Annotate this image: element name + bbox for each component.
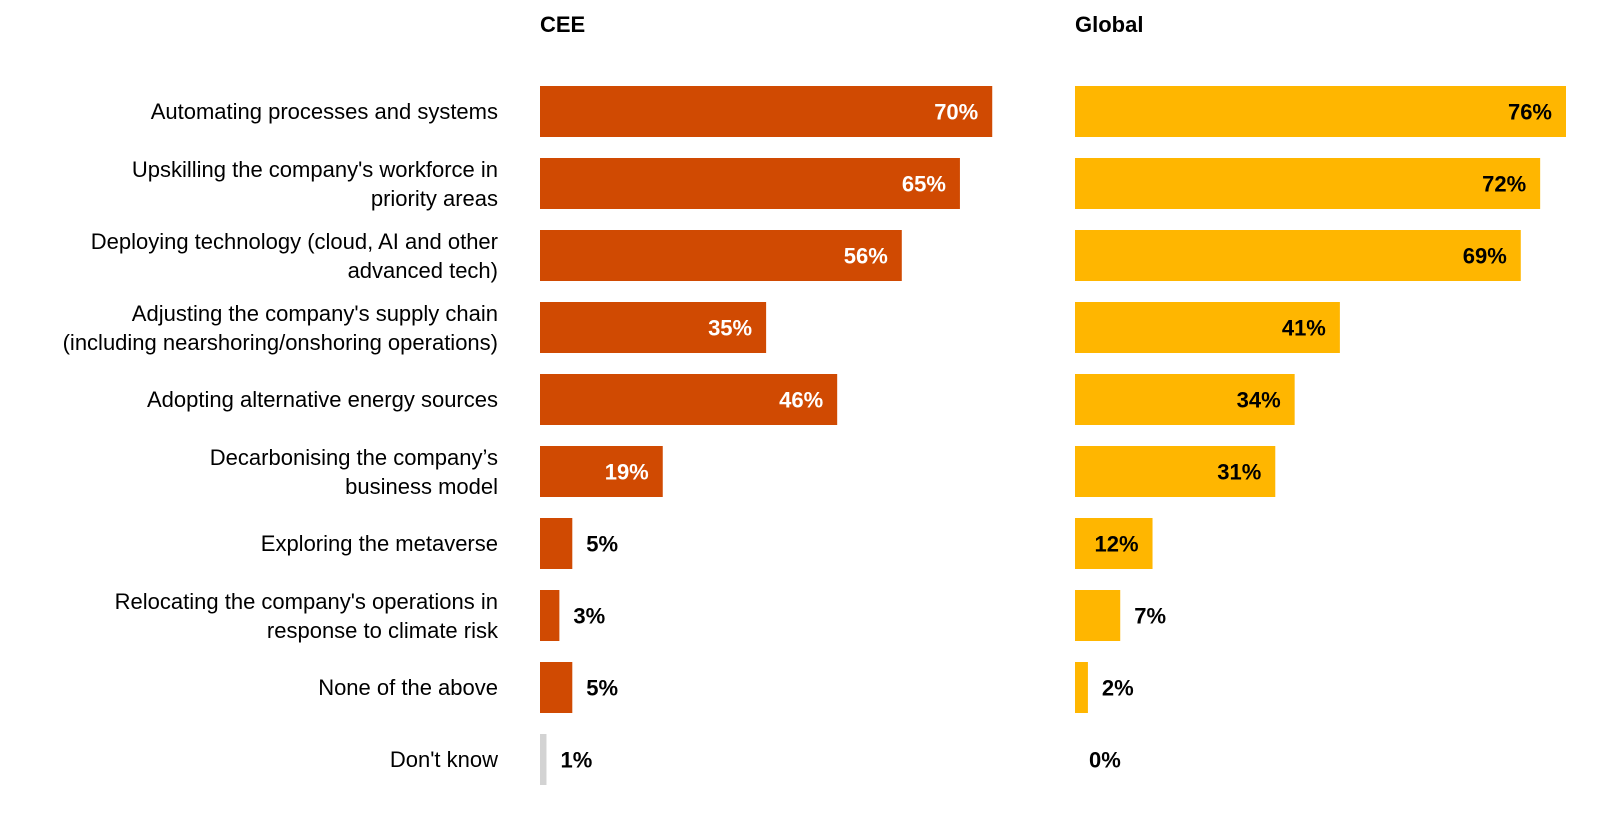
cee-value-label: 46% bbox=[779, 388, 823, 413]
category-label-text: Automating processes and systems bbox=[150, 99, 498, 124]
global-bar bbox=[1075, 158, 1541, 209]
category-label-text: Adopting alternative energy sources bbox=[147, 387, 498, 412]
global-value-label: 7% bbox=[1134, 604, 1166, 629]
cee-value-label: 19% bbox=[605, 460, 649, 485]
global-value-label: 34% bbox=[1237, 388, 1281, 413]
cee-bar bbox=[540, 734, 547, 785]
global-value-label: 31% bbox=[1217, 460, 1261, 485]
category-label: Adjusting the company's supply chain (inc… bbox=[8, 292, 498, 364]
category-label: Exploring the metaverse bbox=[8, 508, 498, 580]
global-bar bbox=[1075, 302, 1340, 353]
cee-bar bbox=[540, 158, 960, 209]
category-label-text: Exploring the metaverse bbox=[260, 531, 498, 556]
cee-value-label: 70% bbox=[934, 100, 978, 125]
category-label: Upskilling the company's workforce in pri… bbox=[8, 148, 498, 220]
cee-bar bbox=[540, 446, 663, 497]
global-bar bbox=[1075, 230, 1521, 281]
global-value-label: 0% bbox=[1089, 748, 1121, 773]
category-label: Relocating the company's operations in re… bbox=[8, 580, 498, 652]
global-bar bbox=[1075, 86, 1566, 137]
category-label-text: Relocating the company's operations in re… bbox=[114, 588, 498, 643]
category-label-text: None of the above bbox=[318, 675, 498, 700]
cee-value-label: 65% bbox=[902, 172, 946, 197]
cee-value-label: 3% bbox=[573, 604, 605, 629]
category-label: Automating processes and systems bbox=[8, 76, 498, 148]
category-label: Don't know bbox=[8, 724, 498, 796]
category-label: Adopting alternative energy sources bbox=[8, 364, 498, 436]
category-label-text: Don't know bbox=[389, 747, 498, 772]
cee-bar bbox=[540, 518, 573, 569]
global-bar bbox=[1075, 518, 1153, 569]
cee-value-label: 56% bbox=[844, 244, 888, 269]
cee-bar bbox=[540, 590, 560, 641]
category-label-text: Upskilling the company's workforce in pri… bbox=[131, 156, 498, 211]
cee-bar bbox=[540, 86, 993, 137]
category-label: Decarbonising the company’s business mode… bbox=[8, 436, 498, 508]
cee-value-label: 5% bbox=[586, 532, 618, 557]
global-bar bbox=[1075, 590, 1121, 641]
cee-value-label: 5% bbox=[586, 676, 618, 701]
category-label: Deploying technology (cloud, AI and othe… bbox=[8, 220, 498, 292]
global-bar bbox=[1075, 374, 1295, 425]
global-value-label: 69% bbox=[1463, 244, 1507, 269]
global-value-label: 41% bbox=[1282, 316, 1326, 341]
global-bar bbox=[1075, 446, 1276, 497]
cee-bar bbox=[540, 302, 767, 353]
global-value-label: 72% bbox=[1482, 172, 1526, 197]
column-title-global: Global bbox=[1075, 12, 1144, 37]
category-label-text: Adjusting the company's supply chain (inc… bbox=[62, 300, 498, 355]
column-title-cee: CEE bbox=[540, 12, 586, 37]
cee-value-label: 35% bbox=[708, 316, 752, 341]
global-value-label: 12% bbox=[1094, 532, 1138, 557]
cee-value-label: 1% bbox=[560, 748, 592, 773]
category-label-text: Deploying technology (cloud, AI and othe… bbox=[90, 228, 498, 283]
cee-bar bbox=[540, 374, 838, 425]
category-label-text: Decarbonising the company’s business mode… bbox=[209, 444, 498, 499]
global-bar bbox=[1075, 662, 1088, 713]
global-value-label: 76% bbox=[1508, 100, 1552, 125]
cee-bar bbox=[540, 230, 902, 281]
cee-bar bbox=[540, 662, 573, 713]
global-value-label: 2% bbox=[1102, 676, 1134, 701]
category-label: None of the above bbox=[8, 652, 498, 724]
